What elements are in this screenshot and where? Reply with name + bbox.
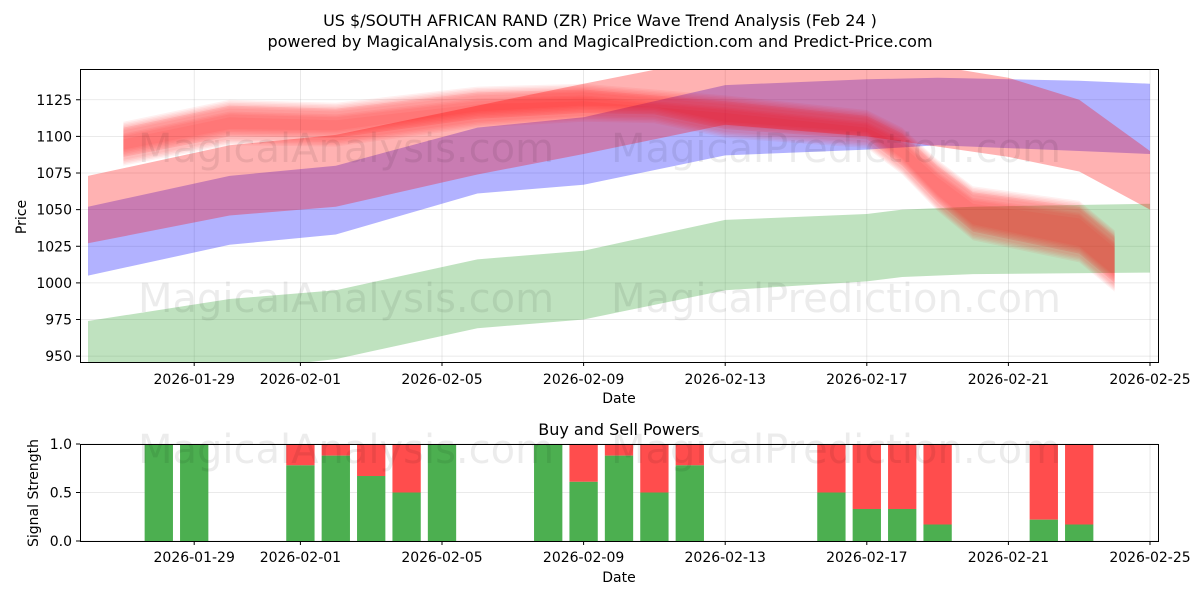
price-bands — [88, 69, 1150, 362]
sell-power-bar — [1065, 444, 1094, 525]
price-watermark-prediction-2: MagicalPrediction.com — [611, 276, 1061, 322]
buy-power-bar — [144, 444, 173, 541]
sell-power-bar — [357, 444, 386, 477]
signal-x-tick-label: 2026-02-13 — [685, 550, 766, 566]
signal-x-tick-label: 2026-01-29 — [154, 550, 235, 566]
price-y-tick-label: 1025 — [36, 239, 72, 255]
buy-power-bar — [392, 492, 421, 541]
price-y-axis-label: Price — [14, 200, 30, 234]
price-x-tick-label: 2026-02-05 — [401, 372, 482, 388]
signal-watermark-analysis: MagicalAnalysis.com — [138, 427, 554, 473]
sell-power-bar — [888, 444, 917, 509]
buy-power-bar — [923, 524, 952, 541]
buy-power-bar — [534, 444, 563, 541]
price-x-tick-label: 2026-02-09 — [543, 372, 624, 388]
price-strand — [123, 91, 1115, 276]
price-strand — [123, 85, 1115, 289]
price-y-tick-label: 950 — [45, 349, 72, 365]
buy-power-bar — [852, 508, 881, 541]
price-strand — [123, 101, 1115, 286]
price-x-axis-label: Date — [602, 391, 635, 407]
price-band-3 — [88, 69, 1150, 244]
buy-power-bar — [286, 465, 315, 541]
price-band-2 — [88, 77, 1150, 276]
price-plot-frame — [80, 69, 1159, 363]
buy-power-bar — [180, 444, 209, 541]
sell-power-bar — [923, 444, 952, 525]
price-watermark-analysis-2: MagicalAnalysis.com — [138, 276, 554, 322]
price-strand — [123, 95, 1115, 278]
price-grid — [80, 69, 1158, 362]
signal-x-tick-label: 2026-02-01 — [260, 550, 341, 566]
sell-power-bar — [604, 444, 634, 456]
buy-power-bar — [604, 455, 634, 541]
signal-x-tick-label: 2026-02-25 — [1109, 550, 1190, 566]
sell-power-bar — [675, 444, 704, 466]
buy-power-bar — [357, 476, 386, 541]
signal-x-axis-label: Date — [602, 570, 635, 586]
price-y-tick-label: 1100 — [36, 129, 72, 145]
signal-watermark-prediction: MagicalPrediction.com — [611, 427, 1061, 473]
price-strand — [123, 88, 1115, 291]
sell-power-bar — [286, 444, 315, 466]
signal-bars — [144, 444, 1094, 541]
chart-title-line2: powered by MagicalAnalysis.com and Magic… — [267, 32, 932, 51]
buy-power-bar — [321, 455, 350, 541]
signal-y-tick-label: 1.0 — [50, 437, 72, 453]
sell-power-bar — [569, 444, 598, 482]
price-strand — [123, 92, 1115, 283]
buy-power-bar — [675, 465, 704, 541]
price-x-tick-label: 2026-02-21 — [968, 372, 1049, 388]
sell-power-bar — [321, 444, 350, 456]
chart-title-line1: US $/SOUTH AFRICAN RAND (ZR) Price Wave … — [323, 11, 877, 30]
price-watermark-prediction: MagicalPrediction.com — [611, 126, 1061, 172]
price-band-1 — [88, 203, 1150, 362]
price-y-tick-label: 1125 — [36, 93, 72, 109]
price-x-tick-label: 2026-02-17 — [826, 372, 907, 388]
price-watermarks: MagicalAnalysis.com MagicalPrediction.co… — [138, 126, 1061, 322]
signal-y-tick-label: 0.5 — [50, 486, 72, 502]
signal-x-tick-label: 2026-02-21 — [968, 550, 1049, 566]
buy-power-bar — [569, 481, 598, 541]
price-strand — [123, 86, 1115, 280]
buy-power-bar — [817, 492, 846, 541]
price-strand — [123, 89, 1115, 288]
price-x-tick-label: 2026-02-25 — [1109, 372, 1190, 388]
signal-chart-title: Buy and Sell Powers — [538, 420, 700, 439]
price-y-tick-label: 1000 — [36, 276, 72, 292]
signal-y-axis-label: Signal Strength — [26, 439, 42, 547]
price-watermark-analysis: MagicalAnalysis.com — [138, 126, 554, 172]
price-strand — [123, 83, 1115, 279]
price-x-tick-label: 2026-02-13 — [685, 372, 766, 388]
price-y-tick-label: 1075 — [36, 166, 72, 182]
price-y-tick-label: 975 — [45, 313, 72, 329]
signal-x-tick-label: 2026-02-09 — [543, 550, 624, 566]
signal-x-tick-label: 2026-02-17 — [826, 550, 907, 566]
signal-y-tick-label: 0.0 — [50, 534, 72, 550]
price-strand — [123, 96, 1115, 283]
sell-power-bar — [392, 444, 421, 493]
buy-power-bar — [888, 508, 917, 541]
sell-power-bar — [852, 444, 881, 509]
buy-power-bar — [1065, 524, 1094, 541]
signal-plot-frame — [80, 444, 1159, 542]
price-axis-ticks: 2026-01-29 2026-02-01 2026-02-05 2026-02-09… — [36, 93, 1190, 388]
price-strand — [123, 98, 1115, 292]
sell-power-bar — [1029, 444, 1058, 520]
signal-watermarks: MagicalAnalysis.com MagicalPrediction.co… — [138, 427, 1061, 473]
price-x-tick-label: 2026-02-01 — [260, 372, 341, 388]
signal-axis-ticks: 2026-01-29 2026-02-01 2026-02-05 2026-02-09… — [50, 437, 1191, 566]
price-x-tick-label: 2026-01-29 — [154, 372, 235, 388]
price-strand — [123, 89, 1115, 282]
sell-power-bar — [817, 444, 846, 493]
buy-power-bar — [640, 492, 669, 541]
price-y-tick-label: 1050 — [36, 203, 72, 219]
buy-power-bar — [1029, 519, 1058, 541]
signal-x-tick-label: 2026-02-05 — [401, 550, 482, 566]
sell-power-bar — [640, 444, 669, 493]
buy-power-bar — [427, 444, 457, 541]
